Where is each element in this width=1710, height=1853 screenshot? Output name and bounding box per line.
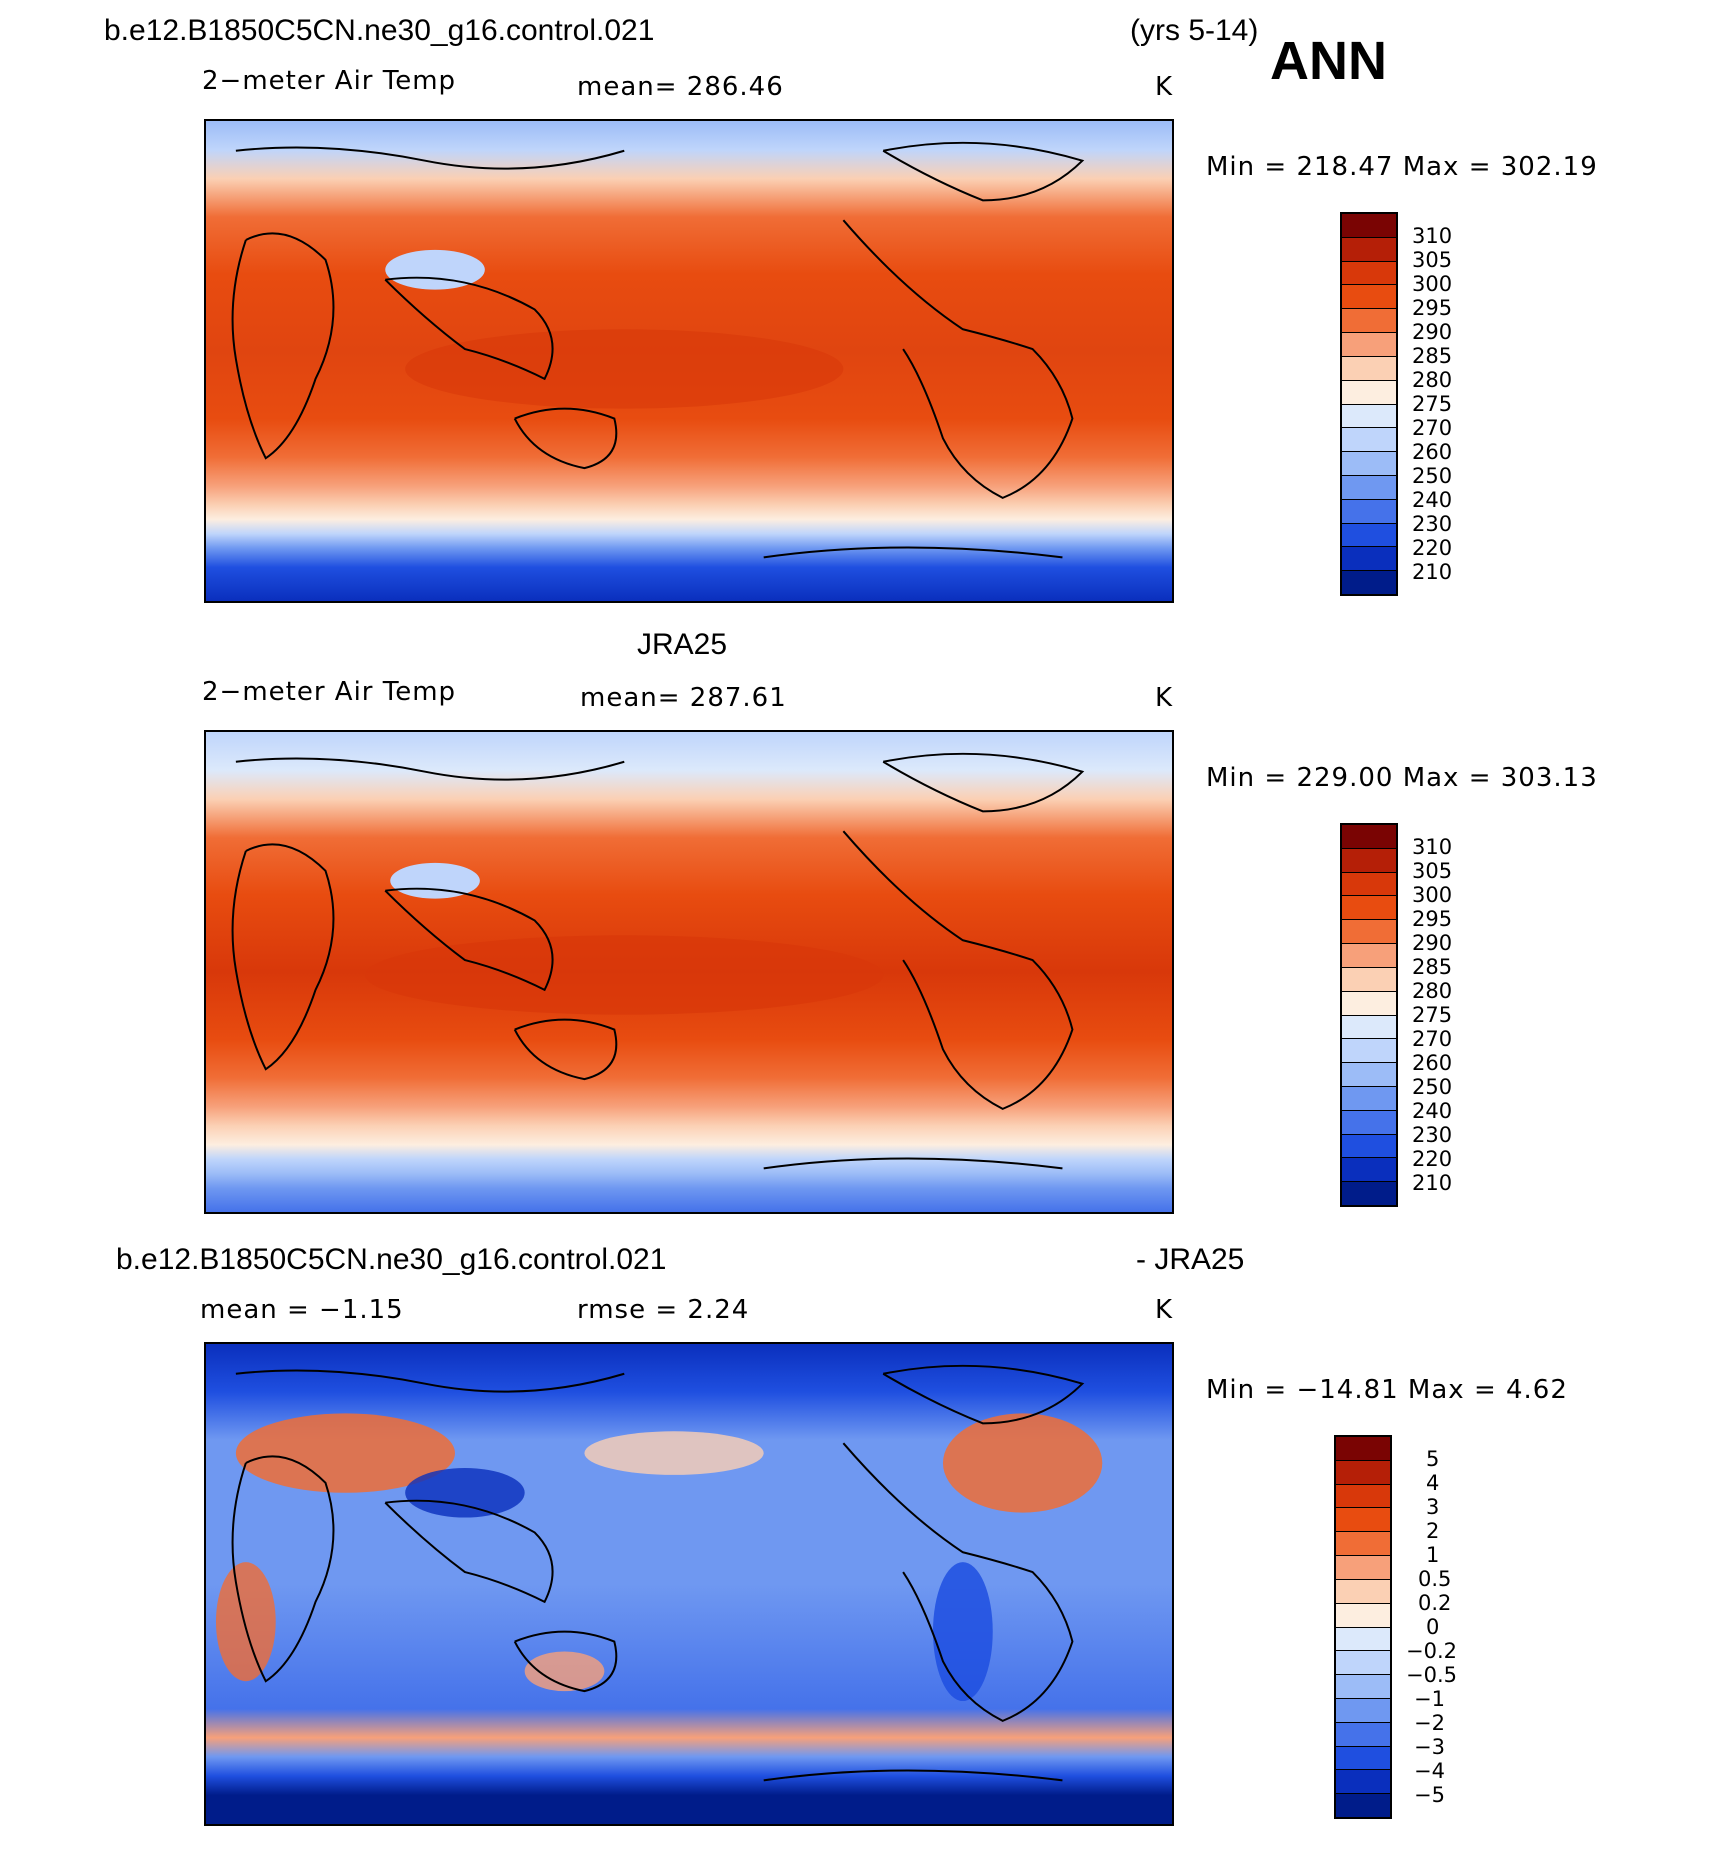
tick: 210 [1412,560,1453,584]
tick: 285 [1412,955,1453,979]
tick: 1 [1426,1543,1440,1567]
tick: −0.2 [1406,1639,1457,1663]
panel1-mean: mean= 286.46 [577,72,784,102]
tick: 5 [1426,1447,1440,1471]
panel1-map [204,119,1174,603]
tick: 300 [1412,883,1453,907]
tick: 300 [1412,272,1453,296]
coastlines [231,1364,1085,1782]
tick: 260 [1412,440,1453,464]
tick: 310 [1412,835,1453,859]
tick: 0.2 [1418,1591,1452,1615]
tick: −5 [1414,1783,1445,1807]
tick: 270 [1412,416,1453,440]
panel3-colorbar [1334,1435,1392,1819]
panel1-minmax: Min = 218.47 Max = 302.19 [1206,152,1598,182]
panel3-minmax: Min = −14.81 Max = 4.62 [1206,1375,1568,1405]
tick: 270 [1412,1027,1453,1051]
tick: 275 [1412,1003,1453,1027]
tick: 210 [1412,1171,1453,1195]
panel1-colorbar [1340,212,1398,596]
tick: 310 [1412,224,1453,248]
temperature-diff-map [206,1344,1172,1824]
tick: 240 [1412,1099,1453,1123]
tick: 280 [1412,368,1453,392]
tick: 295 [1412,296,1453,320]
panel2-colorbar [1340,823,1398,1207]
panel2-units: K [1155,683,1174,713]
tick: 0.5 [1418,1567,1452,1591]
case-title: b.e12.B1850C5CN.ne30_g16.control.021 [104,14,655,47]
tick: −4 [1414,1759,1445,1783]
coastlines [231,752,1085,1170]
tick: 250 [1412,1075,1453,1099]
panel2-mean: mean= 287.61 [580,683,787,713]
panel3-rmse: rmse = 2.24 [577,1295,750,1325]
coastlines [231,141,1085,559]
temperature-map-model [206,121,1172,601]
tick: 230 [1412,1123,1453,1147]
tick: 290 [1412,931,1453,955]
tick: 280 [1412,979,1453,1003]
season-label: ANN [1270,31,1387,91]
panel3-units: K [1155,1295,1174,1325]
tick: 3 [1426,1495,1440,1519]
tick: 240 [1412,488,1453,512]
tick: −0.5 [1406,1663,1457,1687]
temperature-map-obs [206,732,1172,1212]
tick: 285 [1412,344,1453,368]
panel2-minmax: Min = 229.00 Max = 303.13 [1206,763,1598,793]
tick: 295 [1412,907,1453,931]
tick: 4 [1426,1471,1440,1495]
tick: 220 [1412,536,1453,560]
tick: −1 [1414,1687,1445,1711]
panel1-units: K [1155,72,1174,102]
panel3-title-left: b.e12.B1850C5CN.ne30_g16.control.021 [116,1243,667,1276]
tick: 290 [1412,320,1453,344]
tick: 2 [1426,1519,1440,1543]
tick: 275 [1412,392,1453,416]
tick: 250 [1412,464,1453,488]
panel3-mean: mean = −1.15 [200,1295,404,1325]
tick: 220 [1412,1147,1453,1171]
tick: 230 [1412,512,1453,536]
panel2-map [204,730,1174,1214]
panel2-variable: 2−meter Air Temp [202,677,457,707]
panel2-title: JRA25 [637,628,728,661]
tick: 260 [1412,1051,1453,1075]
years-label: (yrs 5-14) [1130,14,1259,47]
panel3-map [204,1342,1174,1826]
tick: 305 [1412,859,1453,883]
tick: −3 [1414,1735,1445,1759]
tick: −2 [1414,1711,1445,1735]
panel1-variable: 2−meter Air Temp [202,66,457,96]
tick: 0 [1426,1615,1440,1639]
tick: 305 [1412,248,1453,272]
panel3-title-right: - JRA25 [1136,1243,1245,1276]
